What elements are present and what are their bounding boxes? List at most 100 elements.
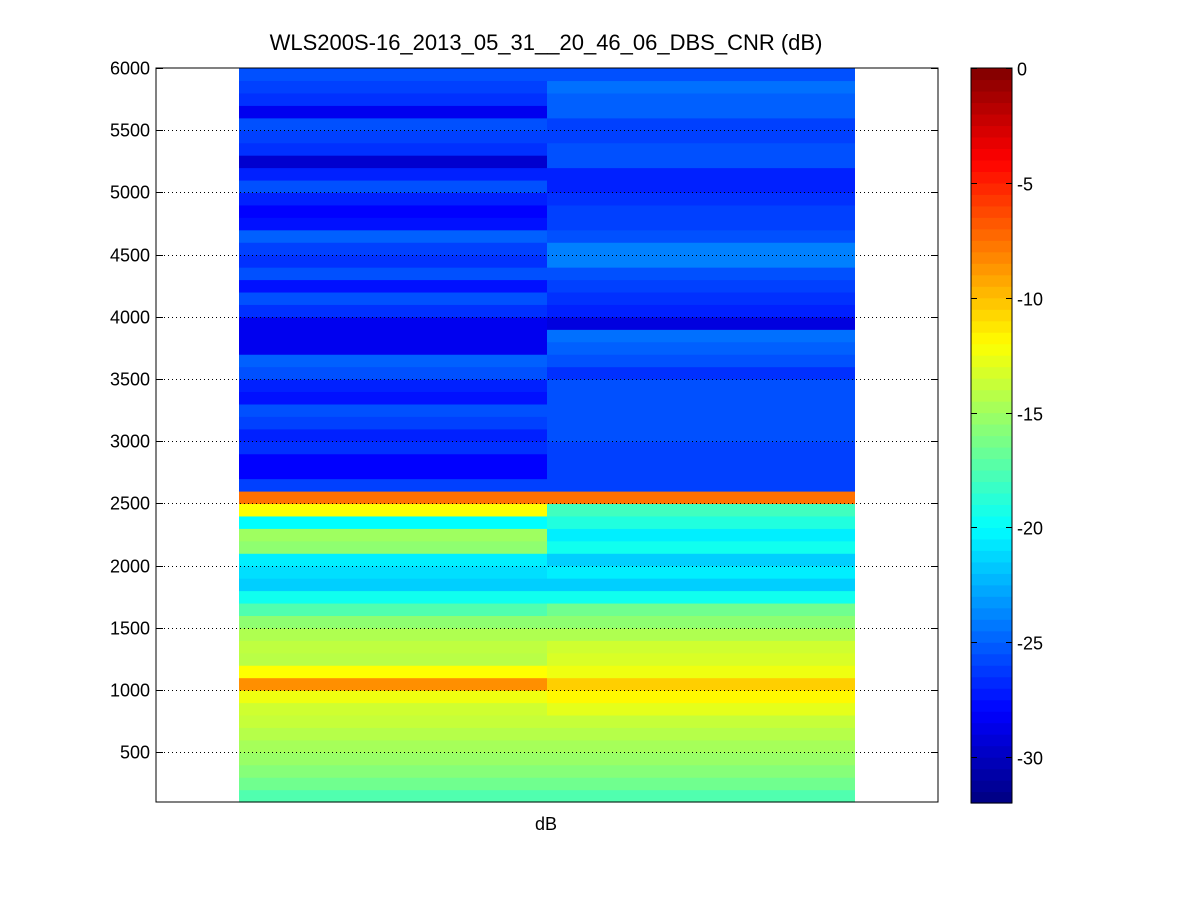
colorbar-step — [971, 596, 1012, 609]
heatmap-cell — [239, 553, 547, 567]
colorbar-step — [971, 263, 1012, 276]
heatmap-cell — [547, 341, 855, 355]
colorbar-step — [971, 286, 1012, 299]
colorbar-step — [971, 757, 1012, 770]
colorbar-step — [971, 561, 1012, 574]
colorbar-step — [971, 607, 1012, 620]
heatmap-cell — [547, 329, 855, 343]
heatmap-cell — [239, 789, 547, 803]
heatmap-cell — [239, 540, 547, 554]
colorbar-step — [971, 711, 1012, 724]
heatmap-cell — [547, 179, 855, 194]
colorbar-step — [971, 527, 1012, 540]
colorbar-step — [971, 642, 1012, 655]
heatmap-cell — [547, 640, 855, 654]
heatmap-cell — [239, 665, 547, 679]
colorbar-step — [971, 217, 1012, 230]
heatmap-cell — [239, 690, 547, 704]
colorbar-step — [971, 584, 1012, 597]
heatmap-cell — [239, 714, 547, 728]
heatmap-cell — [547, 403, 855, 417]
heatmap-cell — [547, 490, 855, 505]
colorbar-step — [971, 389, 1012, 402]
y-tick-label: 4000 — [110, 308, 150, 328]
heatmap-cell — [239, 130, 547, 144]
heatmap-cell — [239, 428, 547, 442]
y-tick-label: 1500 — [110, 619, 150, 639]
colorbar-step — [971, 297, 1012, 310]
heatmap-cell — [239, 80, 547, 94]
heatmap-cell — [239, 316, 547, 330]
heatmap-cell — [547, 80, 855, 94]
heatmap-cell — [239, 739, 547, 753]
heatmap-cell — [547, 453, 855, 467]
heatmap-cell — [239, 254, 547, 268]
colorbar-tick-label: 0 — [1017, 60, 1027, 80]
x-axis-label: dB — [535, 814, 557, 834]
heatmap-cell — [547, 229, 855, 243]
colorbar-step — [971, 320, 1012, 333]
heatmap-cell — [239, 92, 547, 106]
colorbar-step — [971, 274, 1012, 287]
colorbar-step — [971, 401, 1012, 414]
chart-title: WLS200S-16_2013_05_31__20_46_06_DBS_CNR … — [270, 30, 823, 55]
y-tick-label: 4500 — [110, 246, 150, 266]
heatmap-cell — [239, 105, 547, 119]
colorbar-step — [971, 148, 1012, 161]
colorbar-step — [971, 68, 1012, 81]
colorbar-tick-label: -30 — [1017, 749, 1043, 769]
colorbar-step — [971, 90, 1012, 104]
colorbar-tick-label: -20 — [1017, 519, 1043, 539]
heatmap-cell — [239, 528, 547, 542]
heatmap-cell — [239, 379, 547, 393]
heatmap-cell — [239, 416, 547, 430]
heatmap-cell — [239, 242, 547, 256]
heatmap-cell — [239, 764, 547, 778]
heatmap-cell — [547, 217, 855, 231]
heatmap-cell — [547, 130, 855, 144]
colorbar-step — [971, 240, 1012, 253]
colorbar-step — [971, 205, 1012, 218]
colorbar-ticks: 0 -5 -10 -15 -20 -25 -30 — [971, 60, 1043, 769]
plot-area: 500 1000 1500 2000 2500 3000 3500 4000 4500 5000 5… — [110, 59, 939, 803]
y-tick-label: 3000 — [110, 432, 150, 452]
heatmap-cell — [547, 142, 855, 156]
heatmap-cell — [239, 652, 547, 666]
heatmap-cell — [239, 602, 547, 616]
y-tick-label: 2500 — [110, 494, 150, 514]
heatmap-cell — [239, 155, 547, 169]
colorbar-step — [971, 251, 1012, 264]
heatmap-cell — [547, 304, 855, 318]
heatmap-cell — [547, 204, 855, 218]
colorbar-step — [971, 355, 1012, 368]
colorbar-step — [971, 171, 1012, 184]
heatmap-cell — [239, 565, 547, 579]
heatmap-cell — [547, 416, 855, 430]
colorbar-step — [971, 469, 1012, 483]
heatmap-cells — [239, 68, 855, 803]
heatmap-cell — [239, 466, 547, 480]
colorbar-step — [971, 734, 1012, 747]
heatmap-cell — [547, 727, 855, 741]
colorbar-step — [971, 136, 1012, 149]
colorbar-step — [971, 573, 1012, 586]
heatmap-cell — [239, 677, 547, 691]
colorbar-step — [971, 435, 1012, 448]
heatmap-cell — [547, 466, 855, 480]
heatmap-cell — [547, 503, 855, 517]
y-tick-label: 500 — [120, 743, 150, 763]
heatmap-cell — [239, 217, 547, 231]
heatmap-cell — [547, 677, 855, 691]
heatmap-cell — [239, 640, 547, 654]
heatmap-cell — [547, 540, 855, 554]
y-tick-label: 5500 — [110, 121, 150, 141]
heatmap-cell — [547, 565, 855, 579]
heatmap-cell — [239, 752, 547, 766]
heatmap-cell — [547, 553, 855, 567]
heatmap-cell — [547, 291, 855, 305]
colorbar-step — [971, 194, 1012, 207]
colorbar-step — [971, 630, 1012, 643]
colorbar-step — [971, 412, 1012, 425]
colorbar-step — [971, 182, 1012, 195]
heatmap-cell — [239, 341, 547, 355]
